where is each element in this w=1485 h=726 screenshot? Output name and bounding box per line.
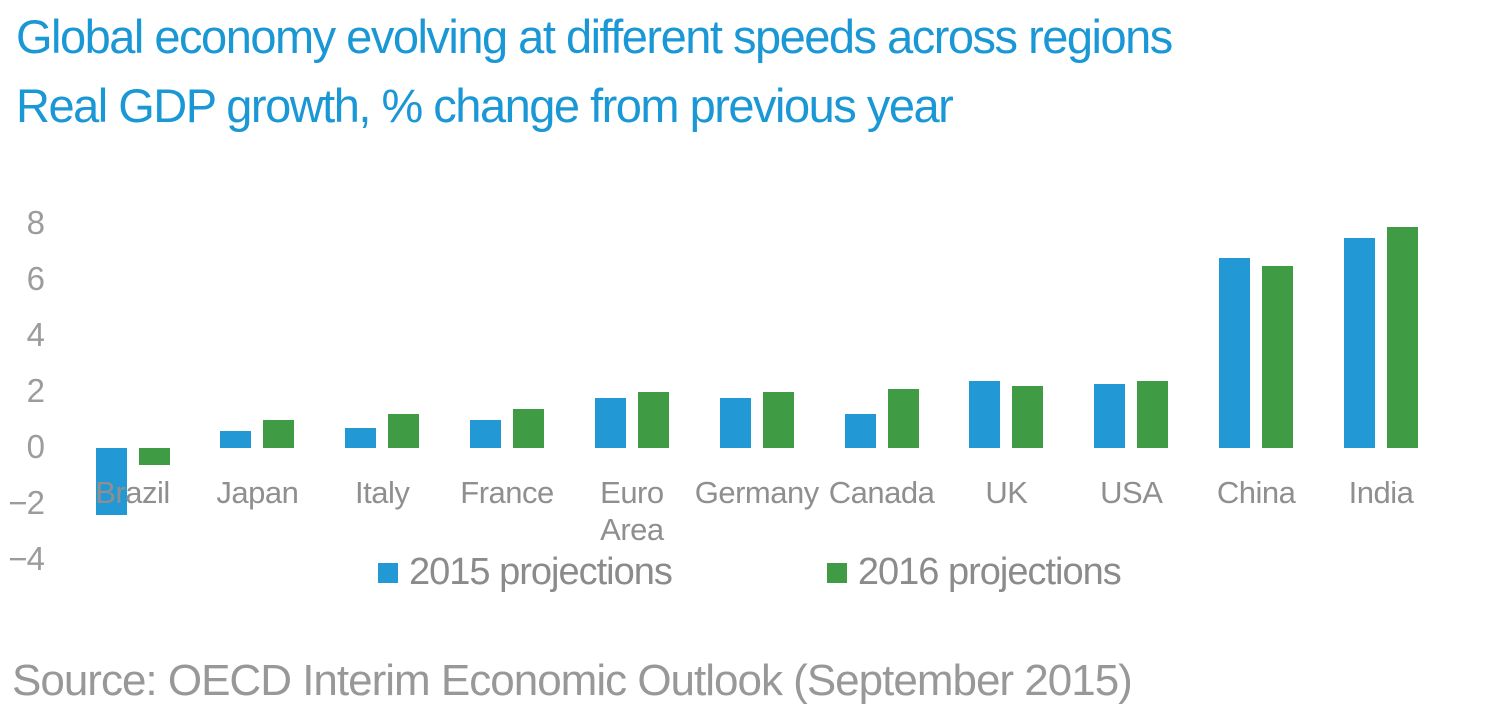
legend-swatch-2015-projections — [378, 562, 398, 583]
bar-usa-2016-projections — [1137, 380, 1169, 448]
bar-canada-2015-projections — [844, 414, 876, 448]
x-axis-label-euro-area: Euro Area — [600, 475, 664, 547]
bar-euro-area-2016-projections — [637, 392, 669, 448]
bar-euro-area-2015-projections — [594, 397, 626, 448]
x-axis-label-uk: UK — [985, 475, 1028, 510]
bar-india-2015-projections — [1344, 238, 1375, 448]
x-axis-label-china: China — [1216, 475, 1296, 510]
y-axis-tick-label-6: 6 — [26, 260, 45, 297]
chart-title: Global economy evolving at different spe… — [16, 10, 1173, 63]
bar-italy-2016-projections — [388, 414, 420, 448]
bar-france-2016-projections — [513, 408, 545, 448]
x-axis-label-canada: Canada — [828, 475, 935, 510]
y-axis-tick-label--4: −4 — [8, 540, 45, 577]
chart-subtitle: Real GDP growth, % change from previous … — [16, 79, 954, 132]
bar-germany-2016-projections — [762, 392, 794, 448]
bar-japan-2016-projections — [263, 420, 295, 448]
y-axis-tick-label-0: 0 — [26, 428, 45, 465]
bar-germany-2015-projections — [719, 397, 751, 448]
legend-swatch-2016-projections — [826, 562, 847, 583]
x-axis-label-india: India — [1348, 475, 1414, 510]
y-axis-tick-label-8: 8 — [26, 204, 45, 241]
y-axis-tick-label--2: −2 — [8, 484, 45, 521]
bar-uk-2016-projections — [1012, 386, 1044, 448]
x-axis-label-japan: Japan — [216, 475, 299, 510]
x-axis-label-brazil: Brazil — [95, 475, 170, 510]
bar-japan-2015-projections — [220, 431, 252, 448]
bar-brazil-2015-projections — [95, 448, 127, 516]
legend-label-2016-projections: 2016 projections — [857, 551, 1122, 593]
x-axis-label-germany: Germany — [694, 475, 819, 510]
x-axis-label-italy: Italy — [355, 475, 410, 510]
bar-brazil-2016-projections — [138, 448, 170, 465]
bar-uk-2015-projections — [969, 380, 1001, 448]
legend-item-2015-projections: 2015 projections — [378, 551, 673, 594]
x-axis-label-france: France — [460, 475, 554, 510]
bar-canada-2016-projections — [887, 389, 919, 448]
chart-title-block: Global economy evolving at different spe… — [16, 2, 1173, 140]
y-axis-tick-label-2: 2 — [26, 372, 45, 409]
x-axis-label-usa: USA — [1100, 475, 1163, 510]
legend-item-2016-projections: 2016 projections — [826, 551, 1122, 594]
bar-china-2015-projections — [1219, 257, 1251, 448]
bar-china-2016-projections — [1262, 266, 1294, 448]
chart-legend: 2015 projections 2016 projections — [378, 551, 1122, 594]
bar-india-2016-projections — [1387, 226, 1418, 448]
source-note: Source: OECD Interim Economic Outlook (S… — [12, 656, 1133, 705]
y-axis-tick-label-4: 4 — [26, 316, 45, 353]
bar-france-2015-projections — [470, 420, 502, 448]
bar-usa-2015-projections — [1094, 383, 1126, 448]
legend-label-2015-projections: 2015 projections — [409, 551, 673, 593]
bar-italy-2015-projections — [345, 428, 377, 448]
